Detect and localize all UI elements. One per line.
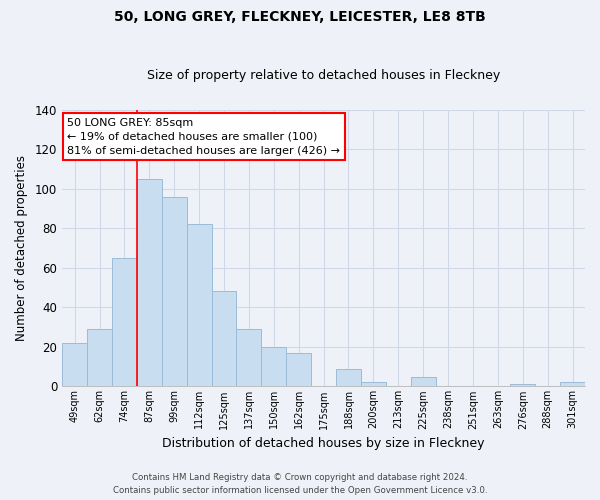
Bar: [411, 376, 436, 386]
Bar: [87, 329, 112, 386]
X-axis label: Distribution of detached houses by size in Fleckney: Distribution of detached houses by size …: [163, 437, 485, 450]
Bar: [187, 224, 212, 386]
Bar: [236, 329, 262, 386]
Text: 50 LONG GREY: 85sqm
← 19% of detached houses are smaller (100)
81% of semi-detac: 50 LONG GREY: 85sqm ← 19% of detached ho…: [67, 118, 340, 156]
Title: Size of property relative to detached houses in Fleckney: Size of property relative to detached ho…: [147, 69, 500, 82]
Bar: [336, 368, 361, 386]
Bar: [560, 382, 585, 386]
Y-axis label: Number of detached properties: Number of detached properties: [15, 155, 28, 341]
Text: Contains HM Land Registry data © Crown copyright and database right 2024.
Contai: Contains HM Land Registry data © Crown c…: [113, 474, 487, 495]
Bar: [511, 384, 535, 386]
Bar: [361, 382, 386, 386]
Bar: [286, 353, 311, 386]
Bar: [162, 196, 187, 386]
Bar: [137, 179, 162, 386]
Text: 50, LONG GREY, FLECKNEY, LEICESTER, LE8 8TB: 50, LONG GREY, FLECKNEY, LEICESTER, LE8 …: [114, 10, 486, 24]
Bar: [62, 343, 87, 386]
Bar: [112, 258, 137, 386]
Bar: [262, 347, 286, 387]
Bar: [212, 292, 236, 386]
